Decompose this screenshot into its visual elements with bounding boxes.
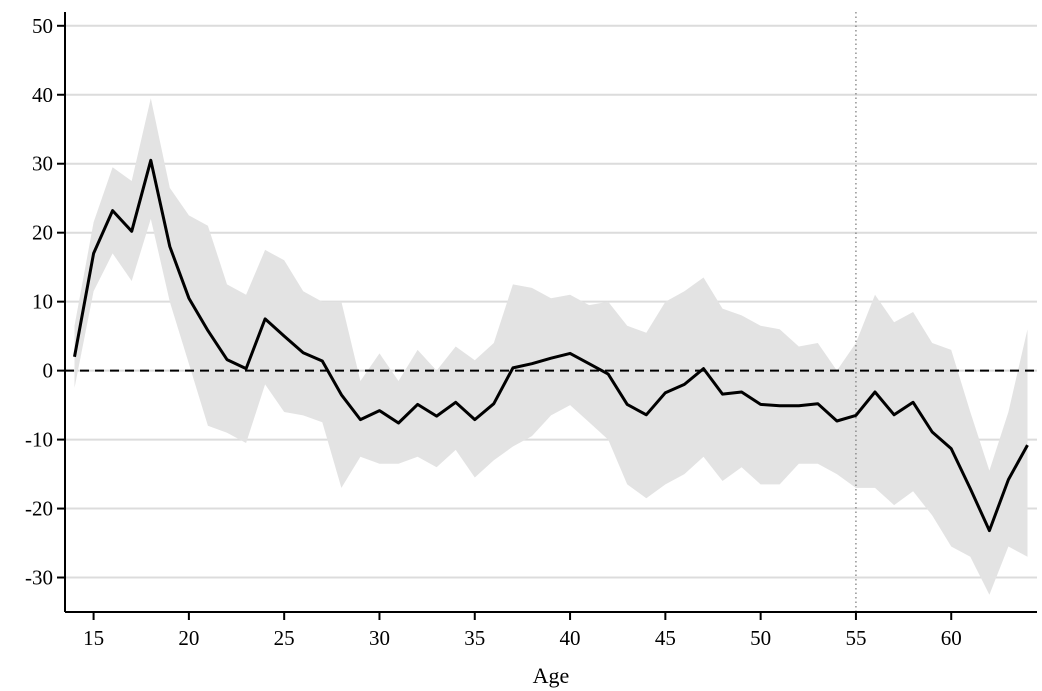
x-tick-label: 20 <box>178 626 199 650</box>
x-axis-title: Age <box>533 663 570 688</box>
x-tick-label: 40 <box>560 626 581 650</box>
y-tick-label: 10 <box>32 290 53 314</box>
x-tick-label: 60 <box>941 626 962 650</box>
y-tick-label: -20 <box>25 497 53 521</box>
y-tick-label: -10 <box>25 428 53 452</box>
y-tick-label: -30 <box>25 566 53 590</box>
x-tick-label: 35 <box>464 626 485 650</box>
series-line <box>73 158 1029 533</box>
y-tick-label: 50 <box>32 14 53 38</box>
x-axis-ticks: 15 20 25 30 35 40 45 50 55 60 <box>83 612 962 650</box>
y-axis-ticks: -30 -20 -10 0 10 20 30 40 50 <box>25 14 65 590</box>
x-tick-label: 55 <box>845 626 866 650</box>
y-tick-label: 0 <box>43 359 54 383</box>
x-tick-label: 45 <box>655 626 676 650</box>
axes <box>64 12 1037 613</box>
x-tick-label: 30 <box>369 626 390 650</box>
x-tick-label: 25 <box>274 626 295 650</box>
confidence-band <box>74 98 1028 595</box>
y-tick-label: 30 <box>32 152 53 176</box>
y-tick-label: 20 <box>32 221 53 245</box>
x-tick-label: 15 <box>83 626 104 650</box>
x-tick-label: 50 <box>750 626 771 650</box>
y-tick-label: 40 <box>32 83 53 107</box>
